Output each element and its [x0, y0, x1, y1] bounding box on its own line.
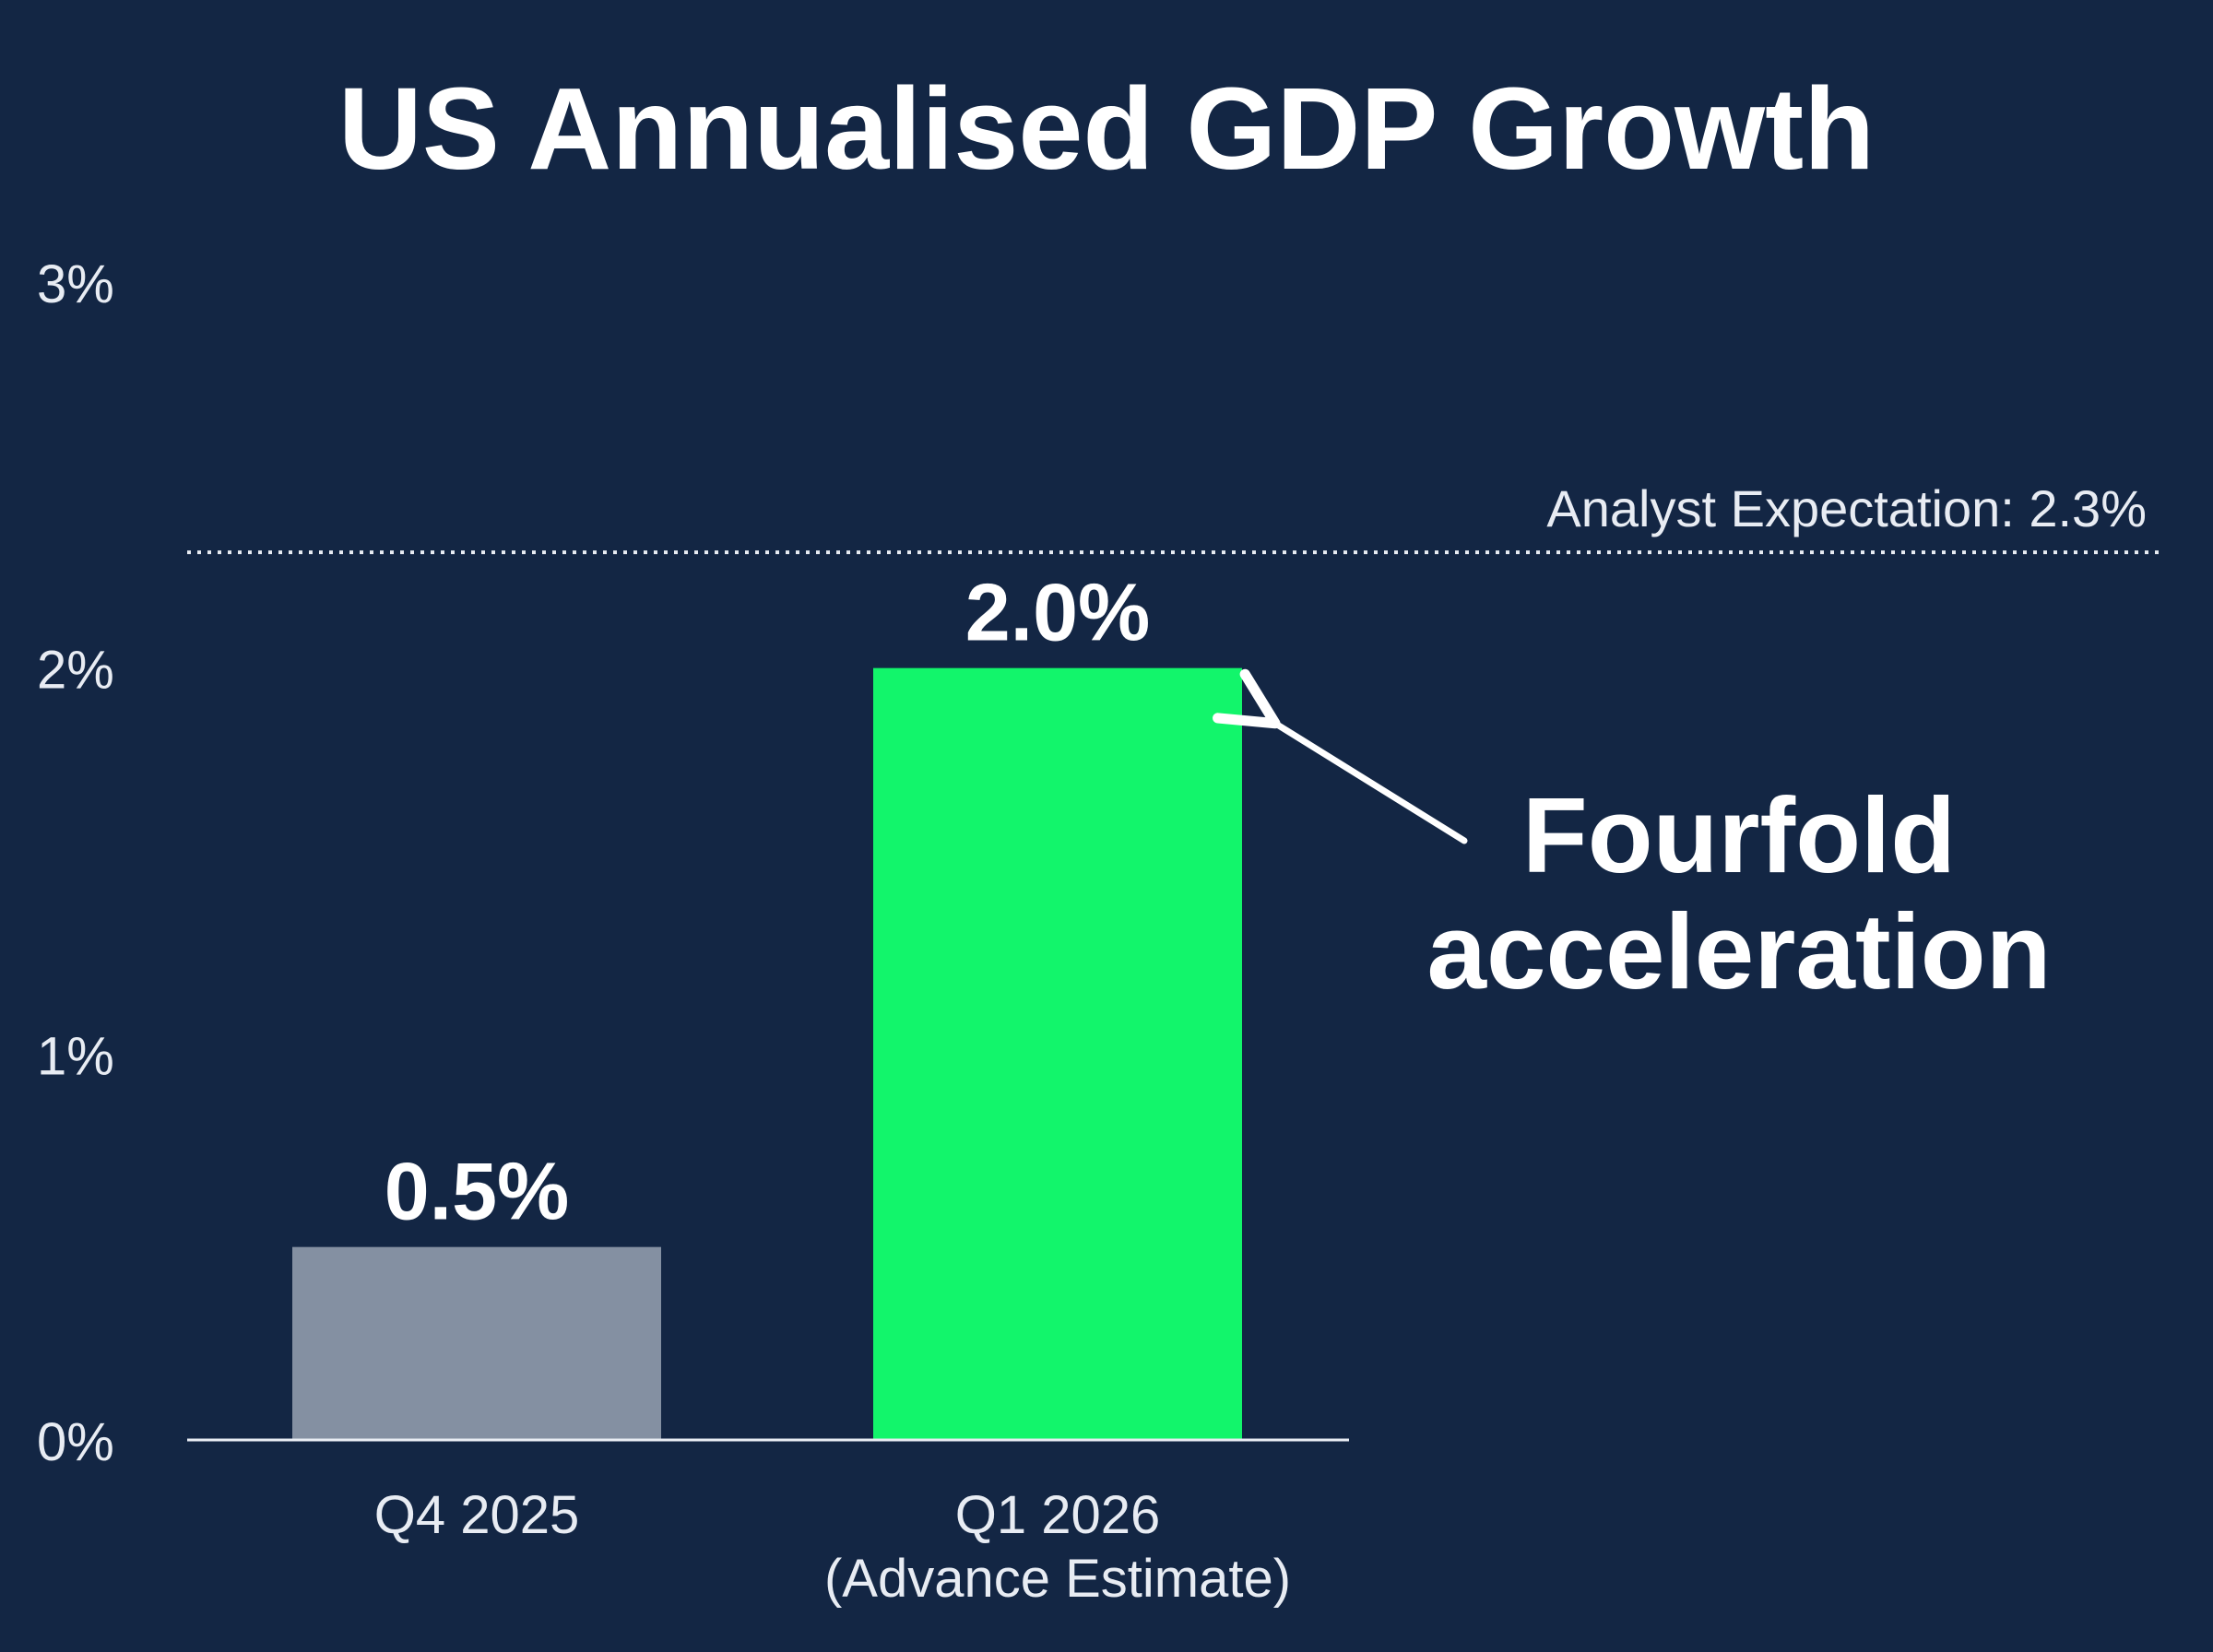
annotation-arrow: [1213, 668, 1468, 844]
reference-line-group: Analyst Expectation: 2.3%: [187, 479, 2165, 555]
y-axis-ticks: 0% 1% 2% 3%: [37, 254, 114, 1472]
bar-q1-2026: [873, 667, 1242, 1440]
bar-q4-2025: [292, 1246, 661, 1440]
bar-value-label: 0.5%: [385, 1146, 570, 1237]
annotation-line2: acceleration: [1426, 891, 2051, 1011]
x-tick-sublabel: (Advance Estimate): [824, 1549, 1291, 1609]
x-tick-label: Q4 2025: [374, 1485, 580, 1545]
y-tick-label: 1%: [37, 1026, 114, 1086]
value-labels: 0.5% 2.0%: [385, 567, 1151, 1237]
annotation-line1: Fourfold: [1522, 775, 1956, 895]
reference-line-label: Analyst Expectation: 2.3%: [1546, 479, 2147, 537]
bars: [292, 667, 1242, 1440]
bar-value-label: 2.0%: [965, 567, 1151, 658]
y-tick-label: 0%: [37, 1412, 114, 1472]
annotation: Fourfold acceleration: [1213, 668, 2052, 1011]
x-tick-label: Q1 2026: [955, 1485, 1161, 1545]
chart-title: US Annualised GDP Growth: [338, 64, 1875, 194]
y-tick-label: 2%: [37, 641, 114, 701]
y-tick-label: 3%: [37, 254, 114, 314]
x-axis-labels: Q4 2025 Q1 2026(Advance Estimate): [374, 1485, 1291, 1609]
